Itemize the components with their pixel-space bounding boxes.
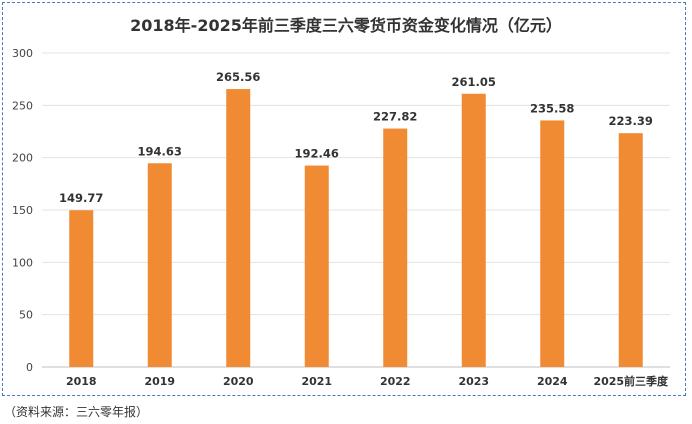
- bar: [383, 128, 408, 367]
- bar-chart: 0 50 100 150 200 250 300 149.77 194.63 265.56 192…: [12, 47, 670, 388]
- data-label: 149.77: [59, 191, 103, 205]
- data-label: 227.82: [373, 110, 417, 124]
- y-tick-label: 50: [19, 309, 33, 322]
- bar: [618, 133, 643, 367]
- x-tick-label: 2022: [380, 375, 411, 388]
- data-labels: 149.77 194.63 265.56 192.46 227.82 261.05 235.…: [59, 70, 653, 205]
- source-note: （资料来源：三六零年报）: [4, 405, 149, 419]
- bar: [304, 165, 329, 367]
- x-tick-label: 2021: [301, 375, 332, 388]
- y-tick-label: 200: [12, 152, 33, 165]
- x-axis-ticks: 2018 2019 2020 2021 2022 2023 2024 2025前三季度: [66, 374, 669, 388]
- y-tick-label: 300: [12, 47, 33, 60]
- bar: [147, 163, 172, 367]
- x-tick-label: 2019: [144, 375, 175, 388]
- y-tick-label: 100: [12, 256, 33, 269]
- y-axis-ticks: 0 50 100 150 200 250 300: [12, 47, 33, 374]
- y-tick-label: 250: [12, 99, 33, 112]
- bar: [226, 89, 251, 367]
- x-tick-label: 2023: [458, 375, 489, 388]
- x-tick-label: 2018: [66, 375, 97, 388]
- chart-frame: [2, 2, 686, 396]
- y-tick-label: 150: [12, 204, 33, 217]
- y-tick-label: 0: [26, 361, 33, 374]
- grid-lines: [42, 52, 670, 368]
- bar: [69, 210, 94, 367]
- bar: [461, 93, 486, 367]
- data-label: 265.56: [216, 70, 260, 84]
- x-tick-label: 2020: [223, 375, 254, 388]
- data-label: 223.39: [609, 114, 653, 128]
- data-label: 194.63: [138, 144, 182, 158]
- data-label: 261.05: [452, 75, 496, 89]
- bars: [69, 89, 643, 367]
- x-tick-label: 2024: [537, 375, 568, 388]
- data-label: 235.58: [530, 101, 574, 115]
- x-tick-label: 2025前三季度: [593, 374, 669, 388]
- chart-title: 2018年-2025年前三季度三六零货币资金变化情况（亿元）: [130, 16, 562, 35]
- bar: [540, 120, 565, 367]
- data-label: 192.46: [295, 147, 339, 161]
